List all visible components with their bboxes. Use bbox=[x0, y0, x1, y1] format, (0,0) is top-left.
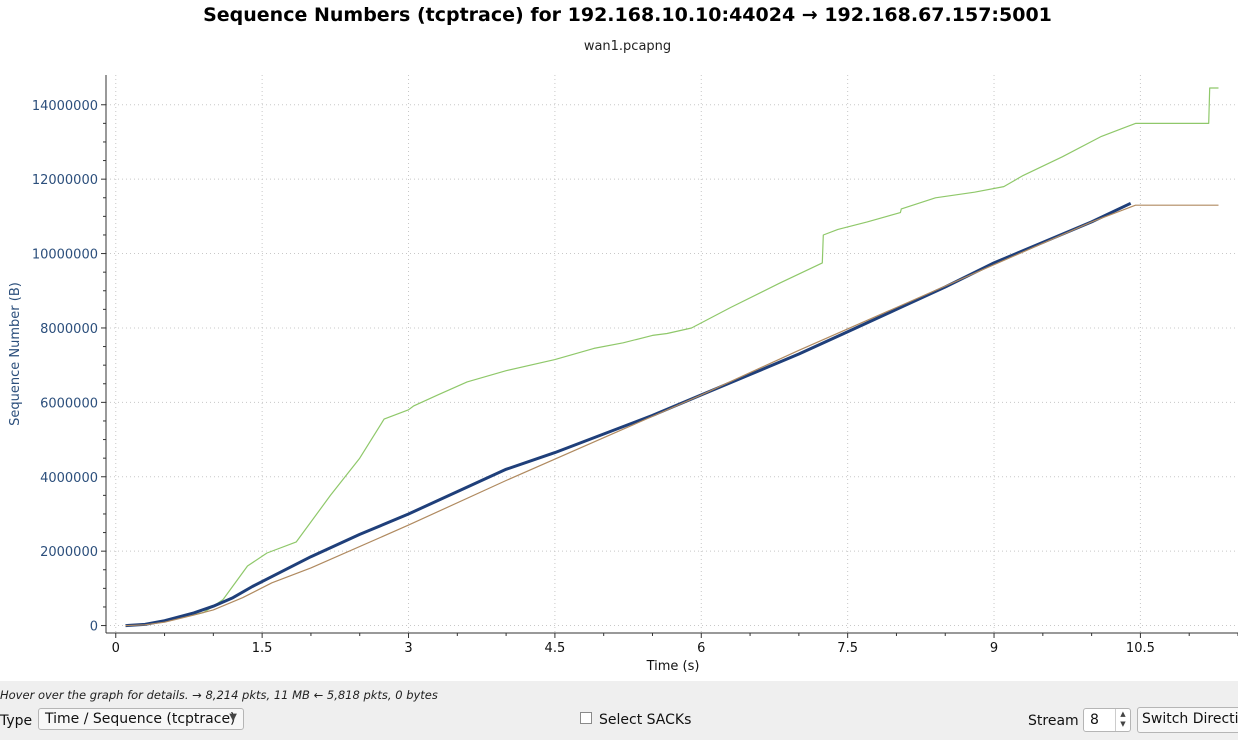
graph-type-value: Time / Sequence (tcptrace) bbox=[45, 711, 236, 727]
y-tick-label: 14000000 bbox=[32, 99, 98, 114]
y-tick-label: 4000000 bbox=[40, 471, 98, 486]
bottom-panel: Hover over the graph for details. → 8,21… bbox=[0, 681, 1238, 740]
x-axis-title: Time (s) bbox=[646, 659, 700, 674]
select-sacks-label: Select SACKs bbox=[599, 712, 692, 728]
y-tick-label: 0 bbox=[90, 620, 98, 635]
y-tick-label: 2000000 bbox=[40, 545, 98, 560]
grid-lines bbox=[106, 75, 1238, 633]
status-hint: Hover over the graph for details. → 8,21… bbox=[0, 688, 438, 702]
axes: 0 2000000 4000000 6000000 8000000 10000000 120… bbox=[32, 75, 1238, 656]
series-line-3 bbox=[125, 204, 1219, 627]
x-tick-label: 0 bbox=[112, 641, 120, 656]
chevron-down-icon: ▼ bbox=[229, 712, 237, 723]
graph-type-select[interactable]: Time / Sequence (tcptrace) ▼ bbox=[38, 708, 244, 730]
x-tick-label: 1.5 bbox=[252, 641, 273, 656]
x-tick-label: 9 bbox=[990, 641, 998, 656]
y-tick-label: 8000000 bbox=[40, 322, 98, 337]
select-sacks-checkbox[interactable] bbox=[580, 712, 592, 724]
x-tick-label: 7.5 bbox=[837, 641, 858, 656]
x-tick-label: 3 bbox=[404, 641, 412, 656]
x-tick-label: 10.5 bbox=[1126, 641, 1155, 656]
y-tick-label: 12000000 bbox=[32, 173, 98, 188]
chart-title: Sequence Numbers (tcptrace) for 192.168.… bbox=[203, 4, 1052, 26]
series-line-1 bbox=[125, 87, 1219, 627]
stream-spinbox[interactable]: 8 ▲ ▼ bbox=[1083, 708, 1131, 732]
type-label: Type bbox=[0, 713, 33, 729]
stream-label: Stream bbox=[1028, 713, 1079, 729]
y-tick-label: 10000000 bbox=[32, 248, 98, 263]
switch-direction-button[interactable]: Switch Direction bbox=[1137, 707, 1238, 733]
series-line-2 bbox=[125, 201, 1132, 628]
y-axis-title: Sequence Number (B) bbox=[8, 282, 23, 426]
x-tick-label: 6 bbox=[697, 641, 705, 656]
series-lines bbox=[125, 87, 1219, 628]
sequence-plot[interactable]: 0 2000000 4000000 6000000 8000000 10000000 120… bbox=[0, 0, 1238, 681]
stream-value: 8 bbox=[1090, 712, 1099, 728]
y-tick-label: 6000000 bbox=[40, 396, 98, 411]
x-tick-label: 4.5 bbox=[545, 641, 566, 656]
chart-subtitle: wan1.pcapng bbox=[583, 39, 672, 54]
spin-arrows-icon[interactable]: ▲ ▼ bbox=[1115, 709, 1130, 731]
